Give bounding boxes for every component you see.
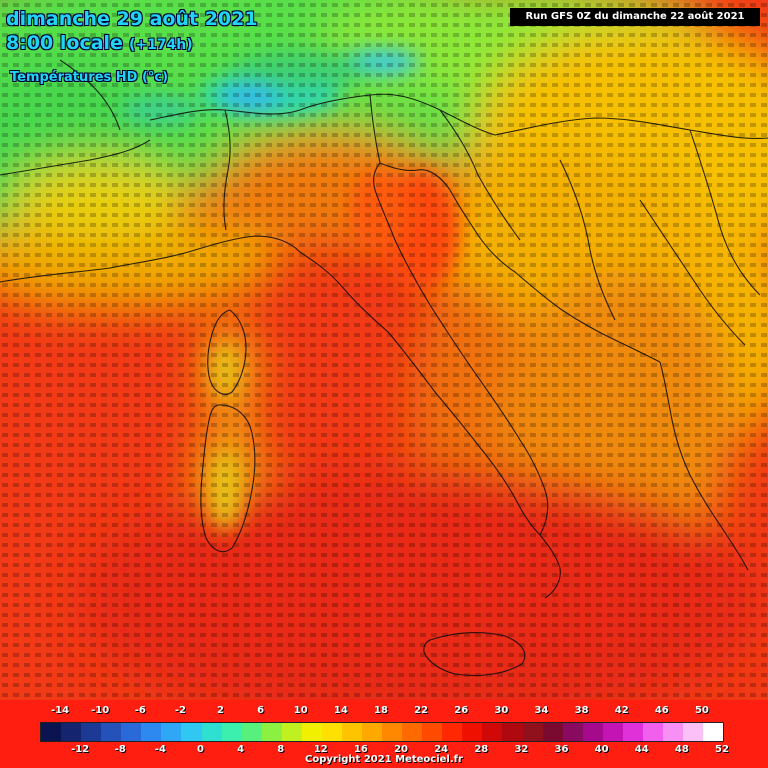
- scale-swatch: [201, 723, 222, 741]
- scale-tick-label: 42: [614, 705, 629, 716]
- scale-tick-label: 24: [434, 744, 449, 755]
- scale-swatch: [582, 723, 603, 741]
- scale-tick-label: 44: [634, 744, 649, 755]
- scale-swatch: [301, 723, 322, 741]
- forecast-date: dimanche 29 août 2021: [6, 8, 258, 30]
- scale-swatch: [482, 723, 503, 741]
- scale-swatch: [362, 723, 383, 741]
- scale-tick-label: 20: [394, 744, 409, 755]
- scale-swatch: [622, 723, 643, 741]
- scale-swatch: [542, 723, 563, 741]
- scale-tick-label: 46: [654, 705, 669, 716]
- scale-swatch: [341, 723, 362, 741]
- scale-swatch: [81, 723, 102, 741]
- scale-tick-label: 34: [534, 705, 549, 716]
- scale-tick-label: 2: [217, 705, 224, 716]
- scale-swatch: [221, 723, 242, 741]
- scale-tick-label: 12: [313, 744, 328, 755]
- scale-tick-label: -2: [174, 705, 186, 716]
- scale-tick-label: 10: [293, 705, 308, 716]
- scale-swatch: [422, 723, 443, 741]
- scale-tick-label: -6: [134, 705, 146, 716]
- scale-swatch: [522, 723, 543, 741]
- scale-swatch: [121, 723, 142, 741]
- scale-swatch: [602, 723, 623, 741]
- scale-swatch: [321, 723, 342, 741]
- scale-tick-label: 40: [594, 744, 609, 755]
- scale-tick-label: -10: [91, 705, 110, 716]
- scale-swatch: [642, 723, 663, 741]
- scale-swatch: [442, 723, 463, 741]
- scale-swatch: [101, 723, 122, 741]
- scale-tick-label: -14: [51, 705, 70, 716]
- scale-tick-label: 4: [237, 744, 245, 755]
- color-scale-bar: [40, 722, 724, 742]
- scale-tick-label: 0: [196, 744, 204, 755]
- scale-swatch: [41, 723, 62, 741]
- scale-tick-label: 52: [715, 744, 729, 755]
- scale-swatch: [261, 723, 282, 741]
- scale-tick-label: 8: [277, 744, 285, 755]
- parameter-label: Températures HD (°c): [10, 70, 169, 85]
- scale-tick-label: -4: [154, 744, 166, 755]
- scale-tick-label: 36: [554, 744, 569, 755]
- scale-swatch: [382, 723, 403, 741]
- scale-tick-label: -8: [114, 744, 126, 755]
- scale-tick-label: 30: [494, 705, 509, 716]
- scale-swatch: [662, 723, 683, 741]
- run-info-badge: Run GFS 0Z du dimanche 22 août 2021: [510, 8, 760, 26]
- scale-tick-label: 28: [474, 744, 489, 755]
- scale-swatch: [703, 723, 724, 741]
- scale-swatch: [61, 723, 82, 741]
- scale-tick-label: 16: [353, 744, 368, 755]
- scale-tick-label: 38: [574, 705, 589, 716]
- scale-tick-label: 50: [694, 705, 709, 716]
- scale-swatch: [281, 723, 302, 741]
- scale-tick-label: -12: [71, 744, 90, 755]
- scale-tick-label: 18: [374, 705, 388, 716]
- color-scale-legend: -14 -10 -6 -2 2 6 10 14 18 22 26 30 34 38 42 46 50 -12 -8…: [0, 700, 768, 768]
- scale-swatch: [241, 723, 262, 741]
- scale-swatch: [562, 723, 583, 741]
- scale-tick-label: 26: [454, 705, 469, 716]
- local-time: 8:00 locale: [6, 32, 123, 54]
- scale-swatch: [462, 723, 483, 741]
- copyright-notice: Copyright 2021 Meteociel.fr: [305, 754, 463, 765]
- legend-top-ticks: -14 -10 -6 -2 2 6 10 14 18 22 26 30 34 38 42 46 50: [40, 705, 722, 719]
- scale-swatch: [181, 723, 202, 741]
- scale-tick-label: 14: [333, 705, 348, 716]
- scale-swatch: [402, 723, 423, 741]
- scale-tick-label: 6: [257, 705, 265, 716]
- scale-swatch: [683, 723, 704, 741]
- scale-swatch: [141, 723, 162, 741]
- forecast-time: 8:00 locale (+174h): [6, 32, 193, 54]
- scale-swatch: [502, 723, 523, 741]
- scale-tick-label: 22: [414, 705, 429, 716]
- forecast-offset: (+174h): [128, 37, 193, 53]
- scale-swatch: [161, 723, 182, 741]
- scale-tick-label: 48: [674, 744, 689, 755]
- scale-tick-label: 32: [514, 744, 529, 755]
- legend-bottom-ticks: -12 -8 -4 0 4 8 12 16 20 24 28 32 36 40 44 48 52: [40, 744, 729, 758]
